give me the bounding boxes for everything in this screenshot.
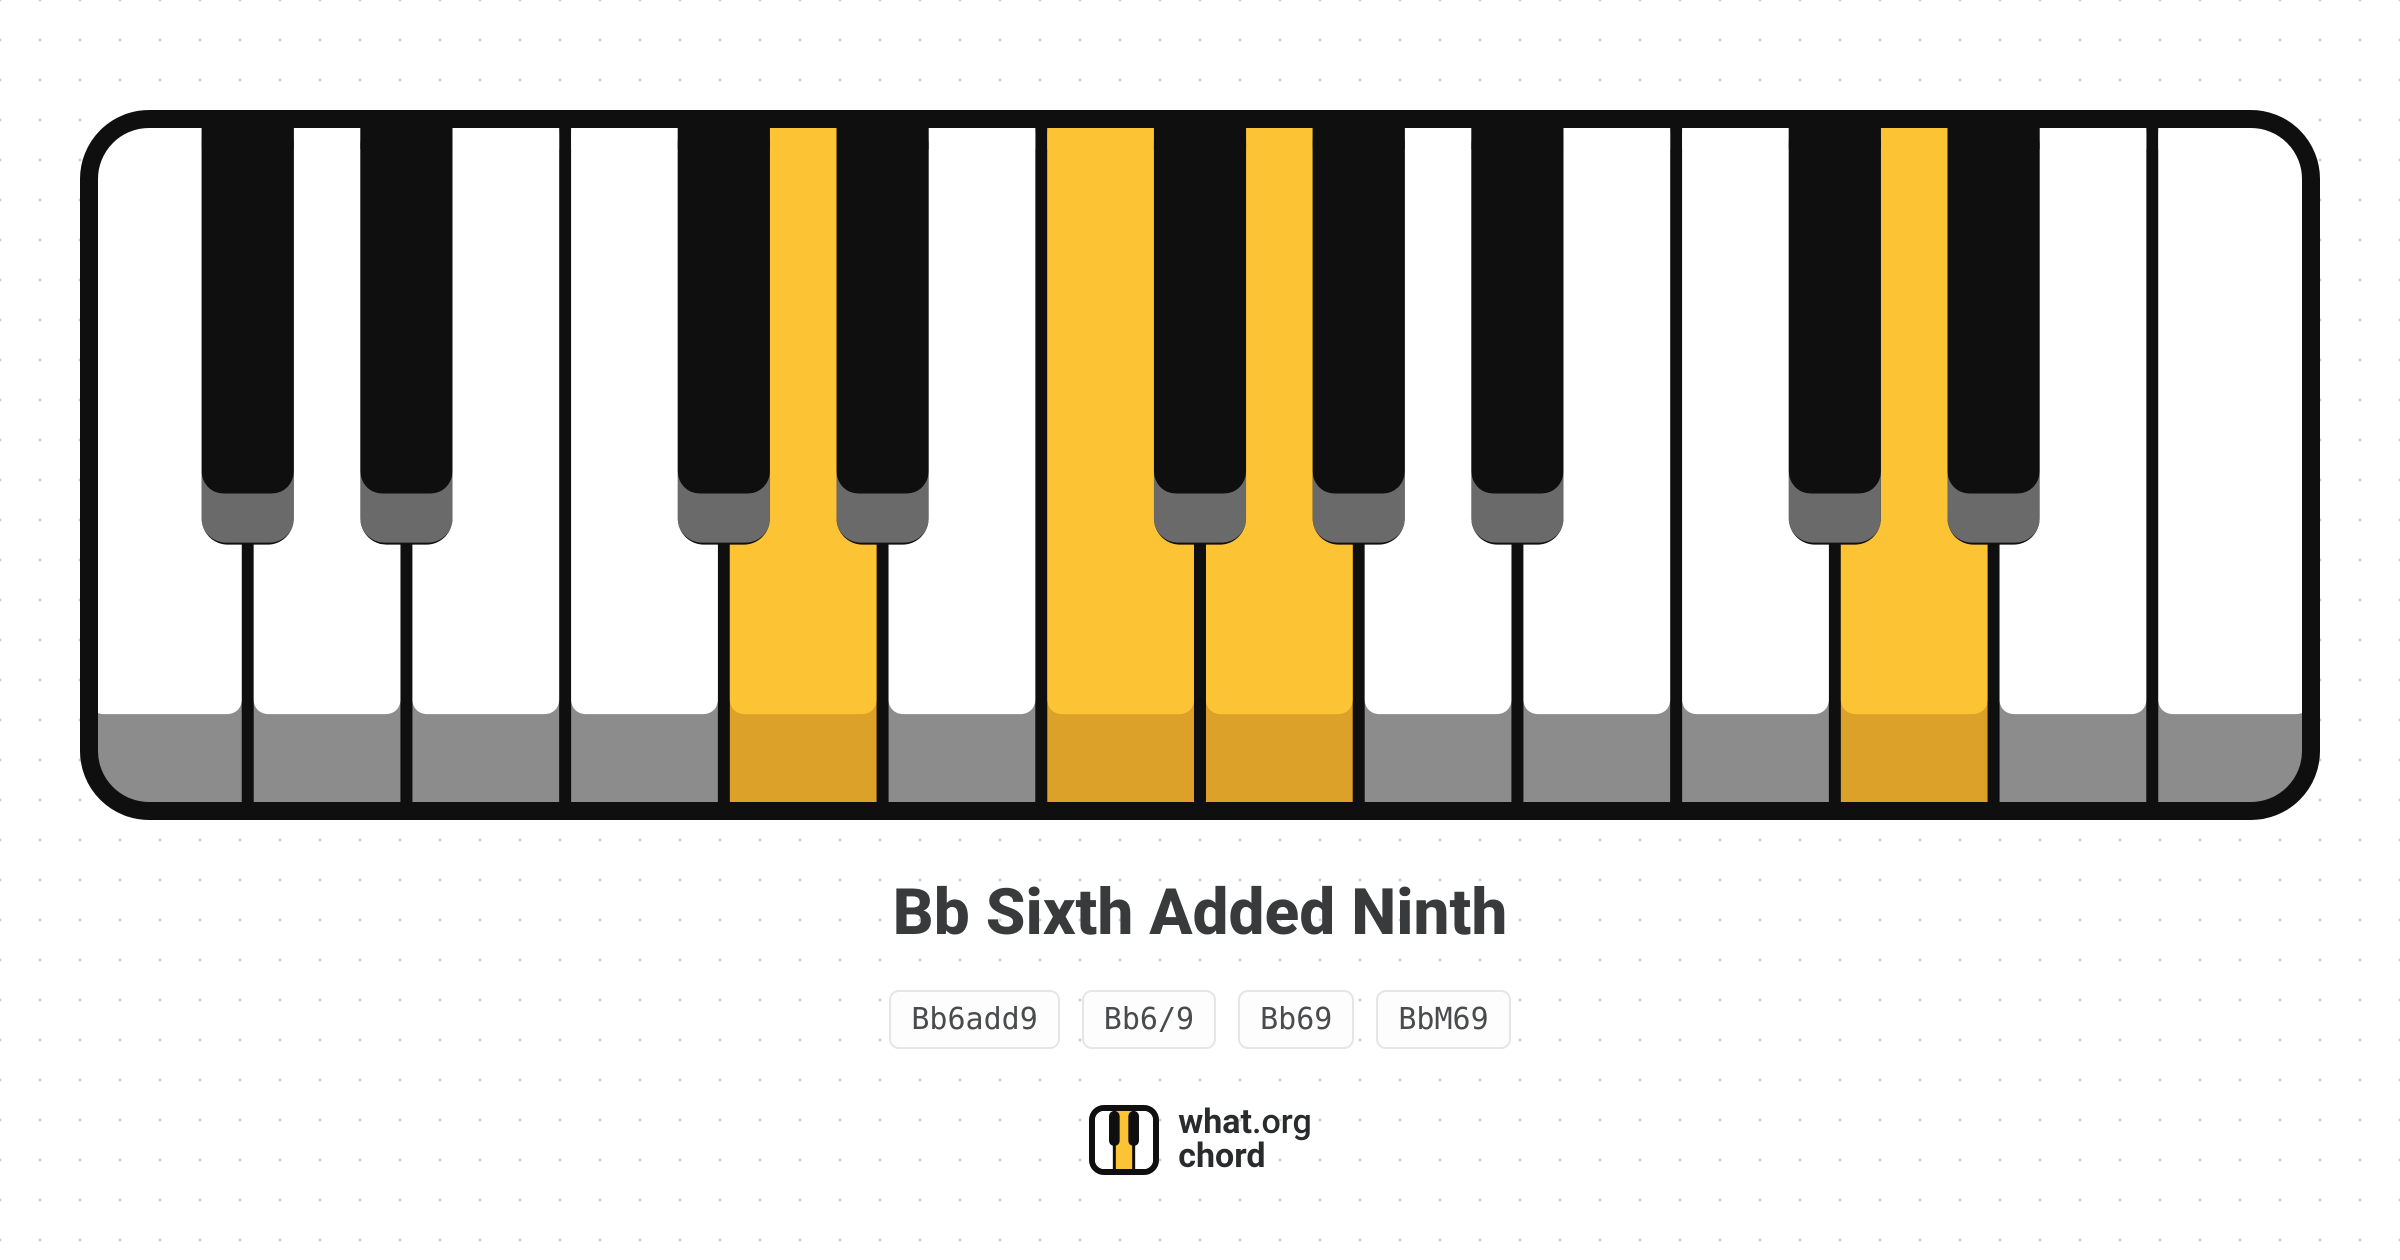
chord-symbol-chip: Bb6add9	[889, 990, 1059, 1049]
brand-icon	[1088, 1104, 1160, 1176]
chord-symbol-chip: Bb69	[1238, 990, 1354, 1049]
chord-symbol-chip: BbM69	[1376, 990, 1510, 1049]
piano-keyboard	[80, 110, 2320, 820]
brand-chord: chord	[1178, 1139, 1311, 1175]
brand-text: what.org chord	[1178, 1105, 1311, 1174]
chord-symbol-list: Bb6add9 Bb6/9 Bb69 BbM69	[889, 990, 1510, 1049]
brand: what.org chord	[1088, 1104, 1311, 1176]
chord-title: Bb Sixth Added Ninth	[893, 875, 1508, 950]
chord-symbol-chip: Bb6/9	[1082, 990, 1216, 1049]
